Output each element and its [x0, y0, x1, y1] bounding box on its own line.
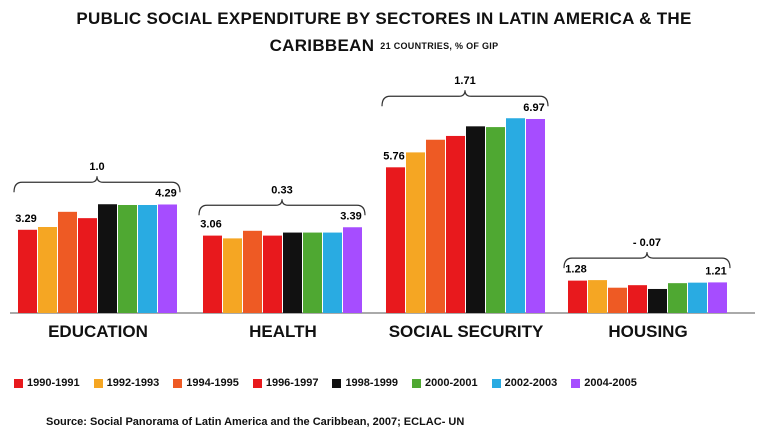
legend-swatch	[412, 378, 422, 388]
bar-health-1996-1997	[263, 235, 282, 313]
legend-swatch	[252, 378, 262, 388]
category-label: SOCIAL SECURITY	[388, 322, 544, 341]
legend-swatch	[93, 378, 103, 388]
legend-label: 1992-1993	[106, 377, 160, 389]
legend-label: 2004-2005	[584, 377, 637, 389]
data-label-last: 6.97	[523, 102, 544, 114]
legend: 1990-1991 1992-1993 1994-1995 1996-1997 1998…	[14, 377, 764, 389]
bar-housing-2002-2003	[688, 282, 707, 313]
bar-social-security-2000-2001	[486, 127, 505, 313]
chart-title: PUBLIC SOCIAL EXPENDITURE BY SECTORES IN…	[76, 9, 692, 28]
chart-title-line2: CARIBBEAN 21 COUNTRIES, % OF GIP	[0, 36, 768, 56]
legend-label: 2002-2003	[504, 377, 558, 389]
legend-item: 1994-1995	[173, 377, 239, 389]
bar-education-2000-2001	[118, 204, 137, 313]
bar-housing-1994-1995	[608, 287, 627, 313]
legend-swatch	[571, 378, 581, 388]
bar-health-2004-2005	[343, 227, 362, 313]
bar-housing-2004-2005	[708, 282, 727, 313]
source-note: Source: Social Panorama of Latin America…	[46, 416, 465, 428]
legend-swatch	[173, 378, 183, 388]
bar-education-2002-2003	[138, 204, 157, 313]
bar-social-security-1992-1993	[406, 152, 425, 313]
change-label: 0.33	[271, 184, 292, 196]
data-label-first: 5.76	[383, 150, 404, 162]
legend-label: 1998-1999	[345, 377, 399, 389]
category-label: EDUCATION	[48, 322, 148, 341]
data-label-last: 4.29	[155, 187, 176, 199]
bar-health-1992-1993	[223, 238, 242, 313]
legend-item: 1998-1999	[332, 377, 398, 389]
category-label: HEALTH	[249, 322, 317, 341]
bar-health-2002-2003	[323, 232, 342, 313]
legend-swatch	[491, 378, 501, 388]
legend-item: 2002-2003	[491, 377, 558, 389]
bar-social-security-1998-1999	[466, 126, 485, 313]
bar-health-1994-1995	[243, 230, 262, 313]
legend-item: 1996-1997	[252, 377, 319, 389]
data-label-first: 3.06	[200, 219, 221, 231]
data-label-last: 1.21	[705, 265, 726, 277]
bar-education-1992-1993	[38, 227, 57, 313]
bar-social-security-1996-1997	[446, 135, 465, 313]
legend-label: 1990-1991	[27, 377, 80, 389]
bar-education-2004-2005	[158, 204, 177, 313]
bar-housing-1996-1997	[628, 285, 647, 313]
data-label-last: 3.39	[340, 210, 361, 222]
legend-item: 2004-2005	[571, 377, 637, 389]
bar-social-security-1990-1991	[386, 167, 405, 313]
legend-label: 1994-1995	[186, 377, 239, 389]
data-label-first: 1.28	[565, 264, 586, 276]
bar-housing-1990-1991	[568, 280, 587, 313]
bar-education-1994-1995	[58, 211, 77, 313]
bar-social-security-2002-2003	[506, 118, 525, 313]
bar-housing-1992-1993	[588, 280, 607, 313]
chart-title-continued: CARIBBEAN	[269, 36, 375, 55]
bar-education-1998-1999	[98, 204, 117, 313]
legend-label: 1996-1997	[265, 377, 319, 389]
bar-social-security-1994-1995	[426, 139, 445, 313]
chart-subtitle: 21 COUNTRIES, % OF GIP	[380, 41, 499, 51]
change-label: - 0.07	[633, 237, 661, 249]
data-label-first: 3.29	[15, 213, 36, 225]
legend-swatch	[332, 378, 342, 388]
change-label: 1.0	[89, 161, 104, 173]
bar-health-2000-2001	[303, 232, 322, 313]
bar-education-1996-1997	[78, 218, 97, 313]
bar-health-1990-1991	[203, 235, 222, 313]
bar-housing-1998-1999	[648, 288, 667, 313]
legend-item: 1990-1991	[14, 377, 80, 389]
category-label: HOUSING	[608, 322, 688, 341]
bar-education-1990-1991	[18, 229, 37, 313]
legend-label: 2000-2001	[425, 377, 478, 389]
legend-swatch	[14, 378, 23, 388]
bar-housing-2000-2001	[668, 283, 687, 313]
change-brace	[13, 176, 181, 193]
bar-social-security-2004-2005	[526, 118, 545, 313]
bar-health-1998-1999	[283, 232, 302, 313]
change-label: 1.71	[454, 75, 475, 87]
legend-item: 1992-1993	[93, 377, 160, 389]
legend-item: 2000-2001	[412, 377, 478, 389]
